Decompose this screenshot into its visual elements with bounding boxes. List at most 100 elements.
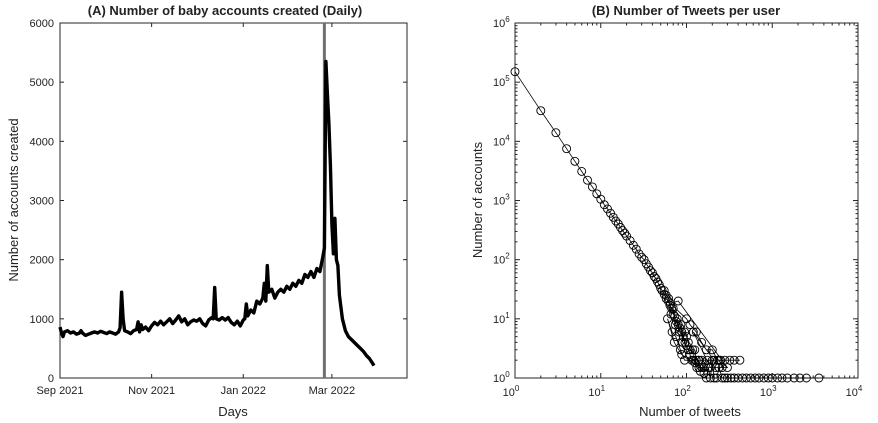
panel-b-data-point bbox=[814, 373, 824, 383]
panel-b-data-point bbox=[668, 303, 678, 313]
panel-b-data-point bbox=[685, 345, 695, 355]
panel-b-plot-area bbox=[514, 22, 859, 379]
panel-b-data-point bbox=[631, 244, 641, 254]
panel-a-y-tick-label: 6000 bbox=[30, 18, 54, 30]
panel-b-data-point bbox=[620, 228, 630, 238]
panel-b-x-axis-label: Number of tweets bbox=[639, 404, 741, 419]
panel-b-data-point bbox=[536, 106, 546, 116]
panel-b-data-point bbox=[795, 373, 805, 383]
panel-b-data-point bbox=[699, 368, 709, 378]
panel-b-y-axis-label: Number of accounts bbox=[470, 141, 485, 258]
panel-b-data-point bbox=[782, 373, 792, 383]
panel-b-data-point bbox=[666, 309, 676, 319]
panel-b-x-tick-label: 102 bbox=[674, 384, 691, 399]
panel-b-data-point bbox=[699, 363, 709, 373]
panel-a-y-tick-label: 2000 bbox=[30, 255, 54, 267]
panel-b-data-point bbox=[707, 345, 717, 355]
panel-a-chart: (A) Number of baby accounts created (Dai… bbox=[6, 3, 408, 419]
panel-b-data-point bbox=[713, 355, 722, 365]
panel-a-x-tick-label: Nov 2021 bbox=[128, 385, 175, 397]
panel-b-data-point bbox=[680, 355, 690, 365]
panel-b-y-tick-label: 104 bbox=[493, 133, 510, 148]
panel-b-x-tick-label: 104 bbox=[846, 384, 863, 399]
panel-a-y-tick-label: 1000 bbox=[30, 314, 54, 326]
panel-b-data-point bbox=[680, 327, 690, 337]
panel-b-data-point bbox=[670, 320, 680, 330]
panel-b-data-point bbox=[767, 373, 777, 383]
panel-b-data-point bbox=[716, 355, 726, 365]
panel-b-data-point bbox=[754, 373, 764, 383]
panel-b-data-point bbox=[685, 320, 695, 330]
panel-b-data-point bbox=[777, 373, 787, 383]
panel-b-data-point bbox=[622, 231, 632, 241]
panel-b-data-point bbox=[735, 355, 745, 365]
panel-b-data-point bbox=[654, 280, 664, 289]
panel-b-data-point bbox=[726, 373, 736, 383]
panel-b-y-tick-label: 106 bbox=[493, 15, 510, 30]
panel-b-x-tick-label: 101 bbox=[588, 384, 605, 399]
panel-a-plot-area bbox=[59, 22, 408, 379]
panel-b-y-tick-label: 105 bbox=[493, 74, 510, 89]
panel-b-chart: (B) Number of Tweets per user 100 101 102 1… bbox=[470, 3, 863, 419]
panel-b-data-point bbox=[639, 255, 649, 265]
panel-b-data-point bbox=[773, 373, 782, 383]
panel-b-data-point bbox=[669, 337, 679, 347]
panel-b-data-point bbox=[616, 223, 625, 232]
panel-b-data-point bbox=[675, 345, 685, 355]
panel-b-data-point bbox=[701, 345, 711, 355]
panel-b-data-point bbox=[722, 363, 732, 373]
panel-b-data-point bbox=[677, 350, 687, 359]
panel-a-x-tick-label: Jan 2022 bbox=[221, 385, 266, 397]
panel-b-title: (B) Number of Tweets per user bbox=[592, 3, 780, 18]
panel-a-y-tick-label: 4000 bbox=[30, 136, 54, 148]
panel-b-data-point bbox=[691, 327, 701, 337]
panel-a-x-axis-label: Days bbox=[218, 404, 248, 419]
panel-a-y-tick-label: 0 bbox=[48, 373, 54, 385]
panel-b-data-point bbox=[611, 216, 621, 226]
panel-b-data-point bbox=[637, 252, 647, 262]
panel-b-data-point bbox=[750, 373, 760, 383]
panel-b-data-point bbox=[705, 373, 715, 383]
panel-b-data-point bbox=[673, 296, 683, 306]
panel-b-data-point bbox=[763, 373, 773, 383]
panel-b-data-point bbox=[625, 236, 635, 246]
panel-b-data-point bbox=[587, 182, 597, 192]
panel-b-y-tick-label: 103 bbox=[493, 193, 510, 208]
panel-b-data-point bbox=[682, 332, 691, 342]
panel-b-data-point bbox=[663, 314, 672, 324]
panel-b-data-point bbox=[697, 337, 707, 347]
panel-a-y-tick-label: 3000 bbox=[30, 196, 54, 208]
panel-b-x-tick-label: 103 bbox=[760, 384, 777, 399]
panel-a-title: (A) Number of baby accounts created (Dai… bbox=[88, 3, 363, 18]
panel-b-y-tick-label: 100 bbox=[493, 370, 510, 385]
panel-b-data-point bbox=[801, 373, 811, 383]
panel-b-data-point bbox=[676, 320, 686, 330]
panel-a-series-line bbox=[58, 59, 376, 367]
panel-a-y-tick-label: 5000 bbox=[30, 77, 54, 89]
panel-b-data-point bbox=[789, 373, 799, 383]
panel-b-data-point bbox=[562, 144, 572, 154]
panel-a-y-axis-label: Number of accounts created bbox=[6, 118, 21, 281]
panel-b-y-tick-label: 101 bbox=[493, 311, 510, 326]
panel-b-x-tick-label: 100 bbox=[503, 384, 520, 399]
panel-b-data-point bbox=[510, 67, 520, 77]
panel-b-data-point bbox=[729, 355, 739, 365]
panel-b-data-point bbox=[705, 363, 715, 373]
panel-b-data-point bbox=[666, 299, 675, 309]
panel-b-data-point bbox=[634, 249, 644, 259]
panel-b-series bbox=[510, 67, 824, 383]
panel-b-y-tick-label: 102 bbox=[493, 252, 510, 267]
panel-a-axes: 0 1000 2000 3000 4000 5000 6000 Sep 2021 Nov 202… bbox=[30, 18, 407, 397]
panel-b-data-point bbox=[551, 128, 561, 138]
panel-a-x-tick-label: Sep 2021 bbox=[36, 385, 83, 397]
panel-b-data-point bbox=[688, 345, 698, 355]
panel-b-data-point bbox=[577, 166, 587, 176]
panel-b-data-point bbox=[667, 327, 677, 337]
panel-b-data-point bbox=[741, 373, 751, 383]
panel-b-data-point bbox=[664, 294, 674, 304]
panel-b-data-point bbox=[717, 373, 727, 383]
panel-b-data-point bbox=[688, 327, 698, 337]
panel-b-data-point bbox=[570, 156, 580, 166]
panel-b-data-point bbox=[659, 286, 669, 296]
